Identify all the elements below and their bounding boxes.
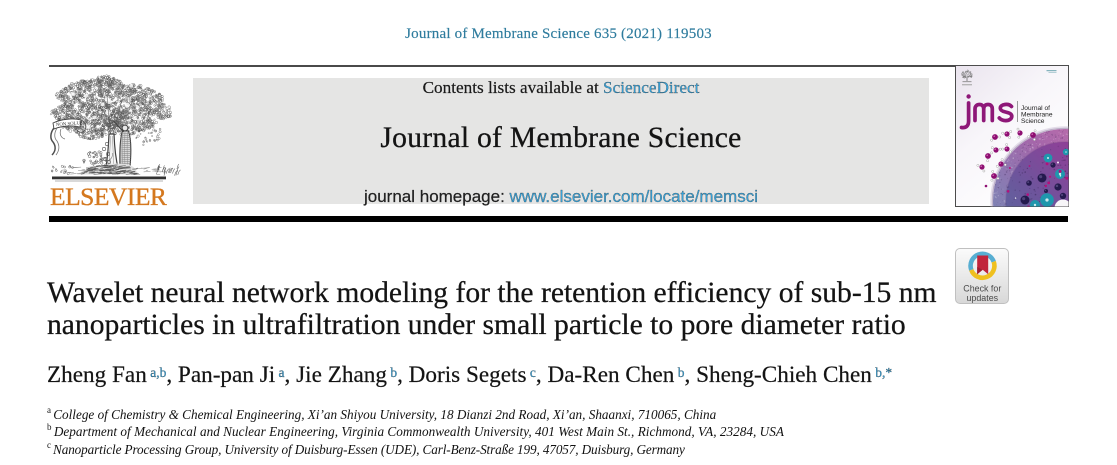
svg-text:Science: Science [1021,118,1045,125]
svg-text:updates: updates [967,293,999,303]
svg-text:Check for: Check for [963,284,1001,294]
svg-text:Membrane: Membrane [1021,112,1053,119]
svg-text:NON SOLUS: NON SOLUS [56,121,83,128]
svg-text:Journal of: Journal of [1021,105,1050,112]
